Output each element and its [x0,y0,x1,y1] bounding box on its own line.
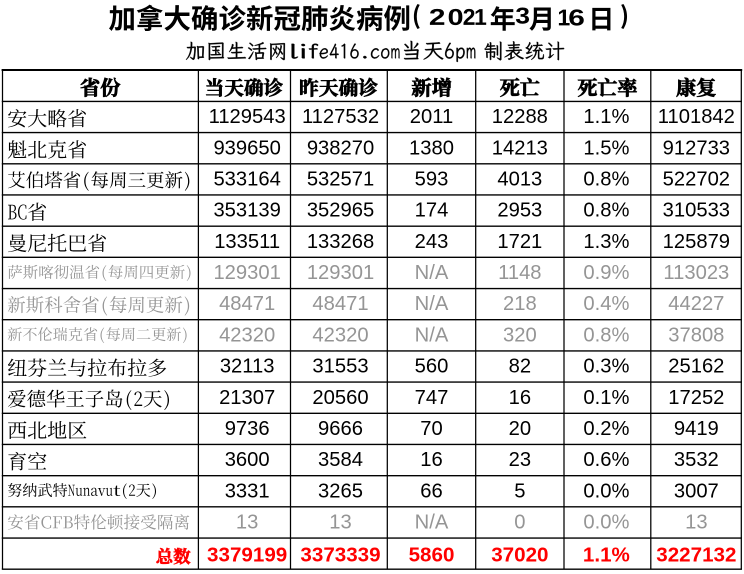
svg-text:593: 593 [415,168,449,190]
svg-text:4013: 4013 [497,168,542,190]
svg-text:3373339: 3373339 [300,543,380,566]
svg-text:48471: 48471 [312,293,368,315]
svg-text:129301: 129301 [213,262,280,284]
svg-text:2953: 2953 [497,200,542,222]
svg-text:1129543: 1129543 [209,106,286,128]
svg-text:N/A: N/A [415,324,449,346]
svg-text:218: 218 [503,293,537,315]
svg-text:21307: 21307 [219,387,275,409]
svg-text:N/A: N/A [415,262,449,284]
svg-text:0.8%: 0.8% [583,200,629,222]
svg-text:1148: 1148 [498,262,541,284]
svg-text:174: 174 [415,200,449,222]
svg-text:9419: 9419 [674,418,719,440]
svg-text:0.6%: 0.6% [583,449,629,471]
svg-text:23: 23 [509,449,531,471]
svg-text:0: 0 [514,512,525,534]
svg-text:0.0%: 0.0% [583,480,629,502]
svg-text:3007: 3007 [674,480,719,502]
svg-text:133268: 133268 [307,231,374,253]
svg-text:0.8%: 0.8% [583,168,629,190]
svg-text:3379199: 3379199 [207,543,287,566]
svg-text:66: 66 [420,480,442,502]
svg-text:320: 320 [503,324,537,346]
svg-text:133511: 133511 [214,231,280,253]
svg-text:352965: 352965 [307,200,374,222]
svg-text:912733: 912733 [663,137,730,159]
svg-text:14213: 14213 [492,137,548,159]
svg-text:939650: 939650 [213,137,280,159]
svg-text:1380: 1380 [409,137,454,159]
svg-text:12288: 12288 [492,106,548,128]
svg-text:1.1%: 1.1% [583,106,629,128]
svg-text:1127532: 1127532 [302,106,379,128]
svg-text:243: 243 [415,231,449,253]
svg-text:20: 20 [509,418,531,440]
svg-text:1.3%: 1.3% [583,231,629,253]
svg-text:129301: 129301 [307,262,374,284]
svg-text:16: 16 [509,387,531,409]
svg-text:938270: 938270 [307,137,374,159]
svg-text:0.8%: 0.8% [583,324,629,346]
svg-text:48471: 48471 [219,293,275,315]
svg-text:1.1%: 1.1% [583,543,630,566]
svg-text:1.5%: 1.5% [583,137,629,159]
svg-text:125879: 125879 [663,231,730,253]
svg-text:13: 13 [236,512,258,534]
svg-text:32113: 32113 [220,356,275,378]
svg-text:3227132: 3227132 [656,543,736,566]
svg-text:0.9%: 0.9% [583,262,629,284]
svg-text:113023: 113023 [663,262,729,284]
svg-text:13: 13 [685,512,707,534]
svg-text:3600: 3600 [225,449,270,471]
svg-text:44227: 44227 [668,293,724,315]
svg-text:353139: 353139 [213,200,280,222]
svg-text:17252: 17252 [668,387,724,409]
svg-text:N/A: N/A [415,512,449,534]
svg-text:310533: 310533 [663,200,730,222]
svg-text:0.2%: 0.2% [583,418,629,440]
svg-text:1721: 1721 [497,231,542,253]
svg-text:5: 5 [514,480,525,502]
svg-text:16: 16 [420,449,442,471]
svg-text:70: 70 [420,418,442,440]
svg-text:37808: 37808 [668,324,724,346]
svg-text:9666: 9666 [318,418,363,440]
svg-text:42320: 42320 [312,324,368,346]
svg-text:3584: 3584 [318,449,363,471]
svg-text:9736: 9736 [225,418,270,440]
svg-text:25162: 25162 [668,356,724,378]
svg-text:0.0%: 0.0% [583,512,629,534]
svg-text:2011: 2011 [410,106,453,128]
svg-text:560: 560 [415,356,449,378]
svg-text:31553: 31553 [312,356,368,378]
svg-text:522702: 522702 [663,168,730,190]
svg-text:0.4%: 0.4% [583,293,629,315]
svg-text:N/A: N/A [415,293,449,315]
svg-text:3532: 3532 [674,449,719,471]
svg-text:533164: 533164 [213,168,280,190]
svg-text:3331: 3331 [225,480,270,502]
svg-text:0.1%: 0.1% [583,387,629,409]
svg-text:3265: 3265 [318,480,363,502]
svg-text:13: 13 [329,512,351,534]
svg-text:747: 747 [415,387,449,409]
svg-text:5860: 5860 [409,543,455,566]
svg-text:1101842: 1101842 [658,106,735,128]
svg-text:42320: 42320 [219,324,275,346]
svg-text:0.3%: 0.3% [583,356,629,378]
svg-text:82: 82 [509,356,531,378]
svg-text:532571: 532571 [307,168,374,190]
svg-text:37020: 37020 [491,543,548,566]
svg-text:20560: 20560 [312,387,368,409]
